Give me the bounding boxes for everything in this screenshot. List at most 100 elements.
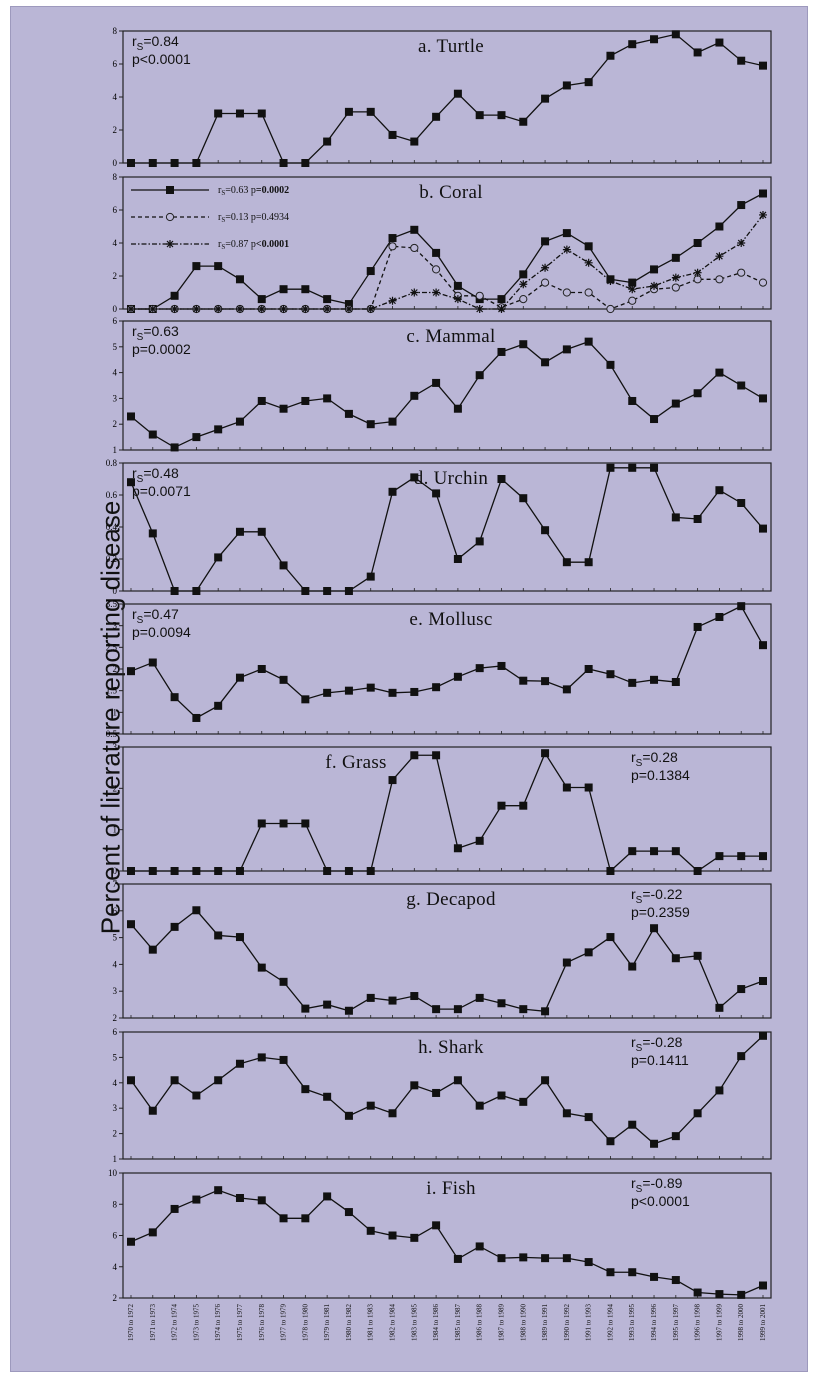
panel-title: i. Fish bbox=[426, 1178, 476, 1199]
x-tick-label: 1970 to 1972 bbox=[127, 1304, 135, 1341]
data-point bbox=[584, 1113, 593, 1122]
y-tick-label: 1.5 bbox=[106, 686, 118, 696]
x-tick-label: 1979 to 1981 bbox=[323, 1304, 331, 1341]
data-point bbox=[301, 159, 310, 167]
data-point bbox=[279, 159, 288, 167]
data-point bbox=[410, 1081, 419, 1090]
data-point bbox=[628, 1268, 637, 1277]
stat-p: p=0.0094 bbox=[132, 624, 191, 640]
data-point bbox=[584, 558, 593, 567]
series-line bbox=[130, 909, 764, 1012]
stat-r: rS=-0.28 bbox=[631, 1034, 683, 1054]
data-point bbox=[301, 695, 310, 704]
y-tick-label: 4 bbox=[113, 238, 118, 248]
x-tick-label: 1983 to 1985 bbox=[410, 1304, 418, 1341]
data-point bbox=[148, 430, 157, 439]
panel-gdecapod: 2 3 4 5 6 7 g. Decapod rS=-0.22p=0.2359 bbox=[113, 879, 772, 1023]
data-point bbox=[323, 587, 332, 595]
y-tick-label: 2 bbox=[113, 271, 118, 281]
panel-frame bbox=[122, 746, 772, 872]
data-point bbox=[323, 295, 332, 304]
data-point bbox=[127, 920, 135, 929]
data-point bbox=[671, 513, 680, 522]
x-tick-label: 1971 to 1973 bbox=[149, 1304, 157, 1341]
data-point bbox=[541, 237, 550, 246]
data-point bbox=[475, 664, 484, 673]
data-point bbox=[497, 661, 506, 670]
data-point bbox=[693, 622, 702, 631]
data-point bbox=[628, 285, 637, 294]
data-point bbox=[192, 433, 201, 442]
data-point bbox=[214, 425, 223, 434]
data-point bbox=[628, 396, 637, 405]
data-point bbox=[235, 417, 244, 426]
y-tick-label: 0.8 bbox=[106, 458, 118, 468]
y-tick-label: 0 bbox=[113, 158, 118, 168]
data-point bbox=[715, 852, 724, 861]
x-tick-label: 1995 to 1997 bbox=[672, 1304, 680, 1341]
data-point bbox=[650, 265, 659, 274]
data-point bbox=[235, 673, 244, 682]
data-point bbox=[759, 977, 767, 986]
data-point bbox=[388, 234, 397, 243]
data-point bbox=[344, 1006, 353, 1015]
data-point bbox=[192, 906, 201, 915]
data-point bbox=[148, 305, 157, 313]
data-point bbox=[170, 1076, 179, 1085]
data-point bbox=[497, 475, 506, 483]
panel-title: h. Shark bbox=[418, 1037, 484, 1058]
data-point bbox=[257, 396, 266, 405]
data-point bbox=[323, 305, 332, 313]
y-tick-label: 6 bbox=[113, 1231, 118, 1241]
data-point bbox=[606, 304, 615, 314]
data-point bbox=[388, 242, 397, 251]
x-tick-label: 1998 to 2000 bbox=[737, 1304, 745, 1341]
data-point bbox=[606, 276, 615, 285]
data-point bbox=[410, 1233, 419, 1242]
data-point bbox=[628, 678, 637, 687]
data-point bbox=[257, 665, 266, 673]
data-point bbox=[432, 1088, 441, 1097]
data-point bbox=[758, 278, 768, 287]
data-point bbox=[693, 48, 702, 57]
data-point bbox=[541, 263, 550, 272]
data-point bbox=[562, 1109, 571, 1118]
data-point bbox=[606, 867, 615, 875]
data-point bbox=[715, 1086, 724, 1095]
data-point bbox=[453, 404, 462, 413]
data-point bbox=[388, 1109, 397, 1118]
data-point bbox=[628, 463, 637, 472]
data-point bbox=[562, 229, 571, 238]
x-tick-label: 1990 to 1992 bbox=[563, 1304, 571, 1341]
data-point bbox=[301, 285, 310, 294]
data-point bbox=[301, 305, 310, 313]
data-point bbox=[540, 278, 550, 287]
y-tick-label: 2 bbox=[113, 664, 118, 674]
data-point bbox=[671, 30, 680, 39]
data-point bbox=[170, 587, 179, 595]
data-point bbox=[541, 1007, 550, 1016]
data-point bbox=[562, 558, 571, 567]
data-point bbox=[323, 688, 332, 697]
y-tick-label: 4 bbox=[113, 959, 118, 969]
data-point bbox=[562, 81, 571, 90]
data-point bbox=[519, 676, 528, 685]
x-tick-label: 1976 to 1978 bbox=[258, 1304, 266, 1341]
data-point bbox=[519, 494, 528, 503]
data-point bbox=[584, 288, 593, 297]
y-tick-label: 0.4 bbox=[106, 522, 118, 532]
data-point bbox=[693, 1288, 702, 1297]
data-point bbox=[693, 275, 702, 284]
data-point bbox=[432, 288, 441, 297]
x-tick-label: 1972 to 1974 bbox=[171, 1304, 179, 1341]
panel-fgrass: 0 1 2 3 f. Grass rS=0.28p=0.1384 bbox=[113, 742, 772, 876]
data-point bbox=[497, 347, 506, 356]
panel-aturtle: 0 2 4 6 8 a. Turtle rS=0.84p<0.0001 bbox=[113, 26, 772, 168]
stat-p: p<0.0001 bbox=[132, 51, 191, 67]
data-point bbox=[127, 867, 135, 875]
data-point bbox=[192, 262, 201, 271]
x-tick-label: 1993 to 1995 bbox=[628, 1304, 636, 1341]
data-point bbox=[432, 751, 441, 760]
data-point bbox=[366, 107, 375, 116]
stat-r: rS=0.28 bbox=[631, 749, 678, 769]
